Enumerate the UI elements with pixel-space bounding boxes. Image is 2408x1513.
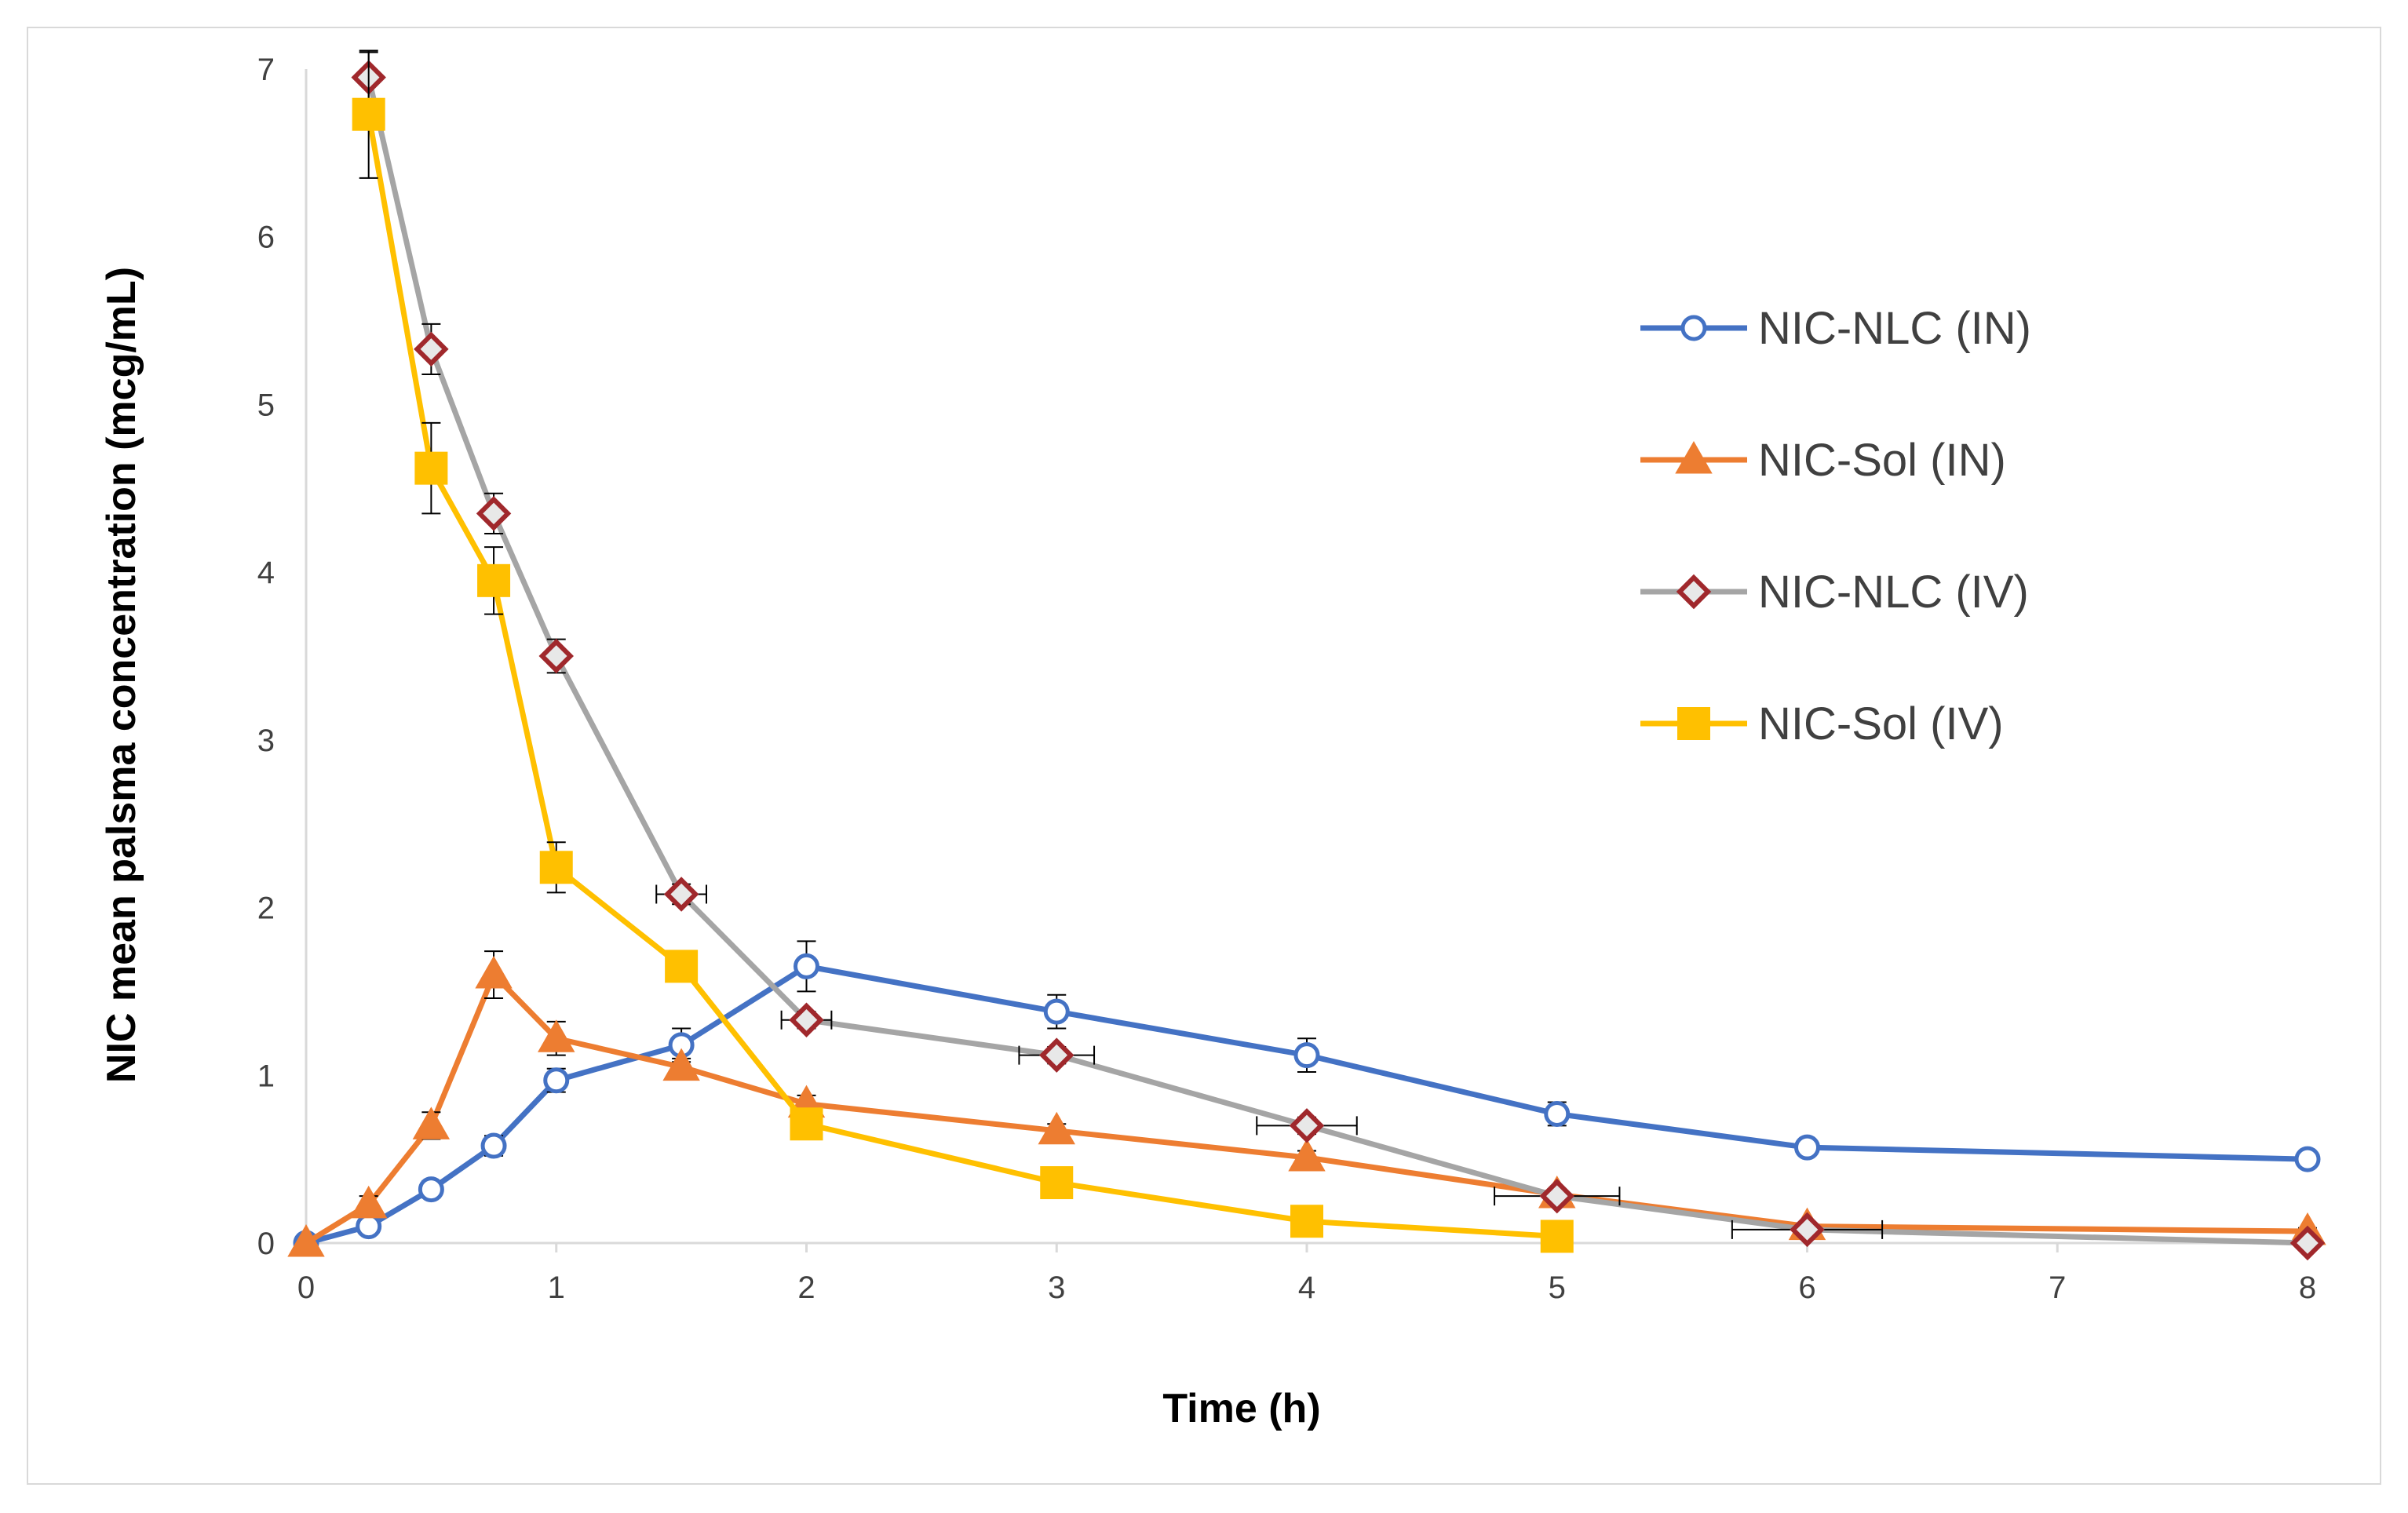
data-point (543, 1067, 570, 1094)
legend-marker (1676, 574, 1712, 610)
data-point (2294, 1146, 2321, 1172)
data-point (475, 956, 513, 989)
y-tick-label: 6 (257, 221, 275, 255)
y-tick-label: 7 (257, 53, 275, 87)
data-point (1293, 1042, 1320, 1069)
data-point (1794, 1134, 1820, 1161)
x-tick-label: 5 (1549, 1271, 1566, 1305)
data-point (414, 331, 449, 367)
data-point (349, 1185, 388, 1219)
legend: NIC-NLC (IN) NIC-Sol (IN) NIC-NLC (IV) NIC-… (1640, 303, 2031, 749)
data-point (539, 851, 573, 884)
data-point (352, 97, 385, 131)
series-3 (352, 49, 1574, 1253)
legend-marker (1680, 315, 1707, 341)
chart-frame (27, 27, 2381, 1485)
axes: 0 1 2 3 4 5 6 7 8 0 1 2 3 4 5 6 7 (257, 53, 2316, 1305)
data-point (1040, 1166, 1074, 1200)
y-axis-title: NIC mean palsma concentration (mcg/mL) (99, 267, 144, 1083)
data-point (790, 1107, 823, 1141)
data-point (538, 638, 574, 674)
data-point (662, 1048, 700, 1081)
x-tick-label: 7 (2049, 1271, 2066, 1305)
data-point (418, 1176, 444, 1203)
y-tick-label: 5 (257, 388, 275, 422)
legend-item-1: NIC-Sol (IN) (1640, 435, 2006, 486)
data-point (1288, 1138, 1326, 1172)
data-point (356, 1213, 382, 1240)
legend-item-2: NIC-NLC (IV) (1640, 567, 2029, 618)
data-point (1540, 1220, 1574, 1253)
legend-label: NIC-NLC (IN) (1758, 303, 2031, 354)
legend-marker (1677, 707, 1710, 740)
series-2 (351, 51, 2326, 1261)
data-point (414, 451, 448, 485)
data-point (663, 877, 699, 912)
data-point (1289, 1108, 1325, 1143)
data-point (1290, 1205, 1323, 1238)
y-tick-label: 4 (257, 556, 275, 590)
data-point (794, 953, 819, 979)
data-point (789, 1002, 824, 1038)
data-point (2289, 1225, 2326, 1261)
data-point (477, 563, 511, 597)
legend-label: NIC-NLC (IV) (1758, 567, 2029, 618)
data-point (412, 1106, 451, 1139)
data-point (1790, 1212, 1825, 1248)
data-point (1039, 1037, 1074, 1073)
series-line (366, 76, 2308, 1246)
data-point (538, 1019, 575, 1052)
legend-marker (1675, 440, 1713, 474)
x-tick-label: 1 (548, 1271, 565, 1305)
data-point (287, 1223, 325, 1257)
y-tick-label: 1 (257, 1059, 275, 1093)
x-tick-label: 6 (1798, 1271, 1815, 1305)
legend-label: NIC-Sol (IV) (1758, 698, 2004, 749)
series-line (305, 963, 2308, 1246)
series-layer (287, 49, 2326, 1261)
data-point (1539, 1178, 1574, 1214)
x-tick-label: 2 (797, 1271, 815, 1305)
y-tick-label: 3 (257, 724, 275, 758)
data-point (1043, 998, 1070, 1025)
x-tick-label: 4 (1298, 1271, 1315, 1305)
data-point (1038, 1111, 1075, 1145)
legend-item-0: NIC-NLC (IN) (1640, 303, 2031, 354)
series-0 (293, 940, 2321, 1256)
legend-item-3: NIC-Sol (IV) (1640, 698, 2004, 749)
data-point (476, 496, 512, 531)
x-tick-label: 0 (297, 1271, 315, 1305)
data-point (665, 950, 699, 983)
data-point (480, 1132, 507, 1159)
x-tick-label: 3 (1048, 1271, 1065, 1305)
data-point (1544, 1100, 1571, 1127)
x-axis-title: Time (h) (1162, 1386, 1320, 1431)
y-tick-label: 0 (257, 1227, 275, 1261)
x-tick-label: 8 (2299, 1271, 2316, 1305)
legend-label: NIC-Sol (IN) (1758, 435, 2006, 486)
y-tick-label: 2 (257, 891, 275, 926)
